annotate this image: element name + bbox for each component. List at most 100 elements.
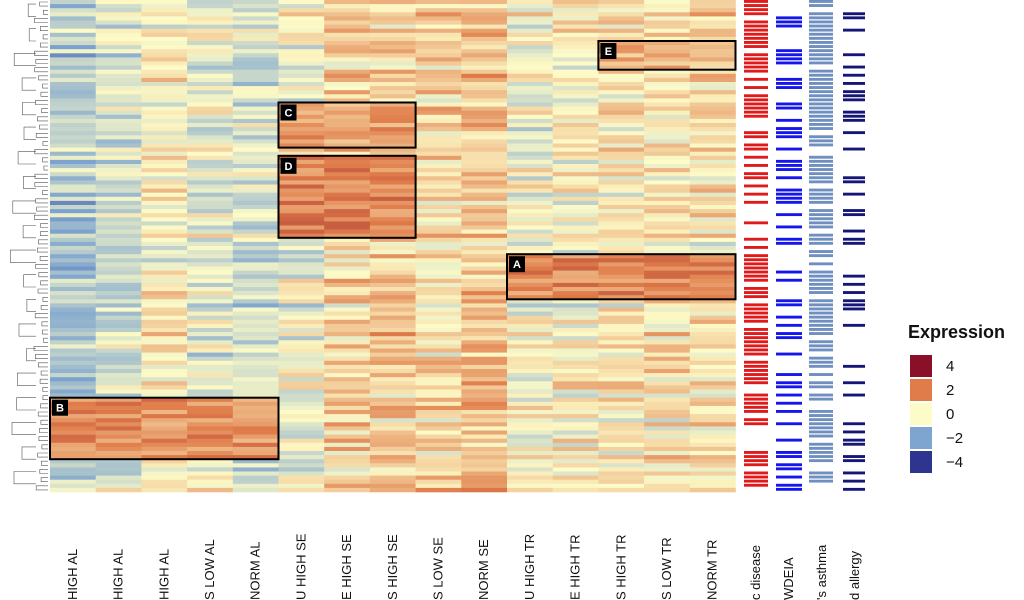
heatmap-cell: [324, 410, 371, 415]
heatmap-cell: [187, 287, 234, 292]
heatmap-cell: [278, 57, 325, 62]
heatmap-cell: [369, 258, 416, 263]
heatmap-cell: [50, 94, 96, 99]
heatmap-cell: [552, 139, 599, 144]
annotation-mark: [809, 20, 833, 24]
heatmap-cell: [461, 53, 508, 58]
heatmap-cell: [95, 377, 142, 382]
heatmap-cell: [461, 147, 508, 152]
heatmap-cell: [507, 307, 553, 312]
heatmap-cell: [141, 483, 188, 489]
annotation-mark: [843, 118, 865, 122]
heatmap-cell: [95, 348, 142, 353]
heatmap-cell: [232, 385, 279, 390]
heatmap-cell: [644, 196, 691, 202]
heatmap-cell: [415, 147, 462, 152]
heatmap-cell: [369, 143, 416, 148]
heatmap-cell: [278, 369, 325, 374]
heatmap-cell: [552, 20, 599, 25]
annotation-mark: [744, 4, 768, 7]
heatmap-cell: [278, 381, 325, 386]
heatmap-cell: [50, 147, 96, 152]
heatmap-cell: [95, 77, 142, 83]
heatmap-cell: [50, 45, 96, 50]
heatmap-cell: [415, 328, 462, 333]
heatmap-cell: [644, 405, 691, 411]
heatmap-cell: [324, 442, 371, 448]
heatmap-cell: [95, 28, 142, 34]
annotation-mark: [809, 41, 833, 44]
heatmap-cell: [141, 418, 188, 423]
heatmap-cell: [552, 463, 599, 468]
heatmap-cell: [507, 360, 553, 366]
highlight-box: [277, 101, 417, 149]
heatmap-cell: [232, 69, 279, 75]
heatmap-cell: [552, 250, 599, 255]
annotation-mark: [776, 401, 802, 405]
heatmap-cell: [689, 106, 736, 111]
heatmap-cell: [232, 24, 279, 29]
heatmap-cell: [324, 86, 371, 91]
heatmap-cell: [187, 45, 234, 50]
heatmap-cell: [689, 262, 736, 267]
heatmap-cell: [461, 82, 508, 87]
heatmap-cell: [507, 479, 553, 485]
heatmap-cell: [415, 233, 462, 239]
heatmap-cell: [507, 205, 553, 210]
heatmap-cell: [461, 45, 508, 50]
heatmap-cell: [461, 381, 508, 386]
heatmap-cell: [50, 471, 96, 476]
heatmap-cell: [369, 340, 416, 345]
dendrogram-branch: [27, 3, 36, 17]
heatmap-cell: [644, 340, 691, 345]
heatmap-cell: [50, 217, 96, 222]
annotation-mark: [744, 381, 768, 385]
heatmap-cell: [507, 426, 553, 431]
heatmap-cell: [50, 369, 96, 374]
heatmap-cell: [95, 90, 142, 95]
heatmap-cell: [552, 291, 599, 296]
heatmap-cell: [278, 20, 325, 25]
heatmap-cell: [232, 373, 279, 378]
annotation-mark: [809, 139, 833, 143]
heatmap-cell: [369, 213, 416, 218]
heatmap-cell: [644, 336, 691, 341]
annotation-mark: [776, 16, 802, 20]
heatmap-cell: [141, 69, 188, 75]
heatmap-cell: [232, 32, 279, 38]
heatmap-cell: [552, 196, 599, 202]
heatmap-cell: [95, 373, 142, 378]
heatmap-cell: [187, 426, 234, 431]
annotation-mark: [809, 135, 833, 139]
heatmap-cell: [461, 299, 508, 304]
heatmap-cell: [324, 356, 371, 362]
heatmap-cell: [644, 479, 691, 485]
heatmap-cell: [278, 69, 325, 75]
heatmap-cell: [95, 106, 142, 111]
heatmap-cell: [369, 98, 416, 103]
heatmap-cell: [369, 24, 416, 29]
heatmap-cell: [232, 65, 279, 70]
heatmap-cell: [232, 344, 279, 349]
annotation-mark: [809, 45, 833, 48]
annotation-mark: [809, 426, 833, 430]
heatmap-cell: [187, 397, 234, 403]
heatmap-cell: [689, 270, 736, 275]
heatmap-cell: [232, 229, 279, 234]
heatmap-cell: [552, 307, 599, 312]
heatmap-cell: [598, 188, 645, 193]
heatmap-cell: [50, 266, 96, 271]
heatmap-cell: [415, 487, 462, 493]
heatmap-cell: [461, 168, 508, 173]
dendrogram-branch: [42, 190, 48, 195]
heatmap-cell: [598, 90, 645, 95]
heatmap-cell: [507, 389, 553, 394]
heatmap-cell: [95, 295, 142, 300]
annotation-mark: [776, 53, 802, 57]
heatmap-cell: [644, 184, 691, 189]
heatmap-cell: [689, 434, 736, 439]
heatmap-cell: [689, 188, 736, 193]
heatmap-cell: [689, 250, 736, 255]
heatmap-cell: [141, 475, 188, 480]
annotation-mark: [843, 147, 865, 151]
